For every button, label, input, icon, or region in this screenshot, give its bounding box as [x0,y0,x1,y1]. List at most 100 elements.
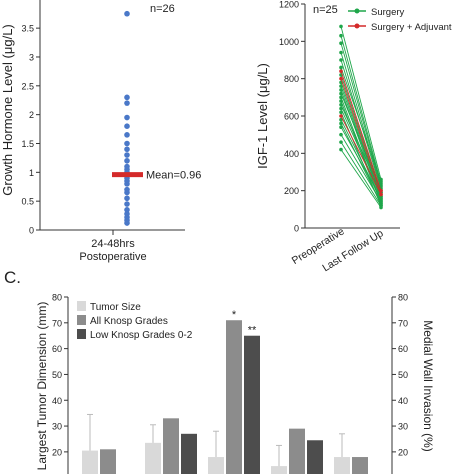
gh-point [124,195,130,202]
panel-c-y-tick-label: 70 [52,318,62,328]
igf1-patient-line [340,78,382,195]
igf1-pre-point [339,58,343,62]
panel-c-bar [226,320,242,474]
igf1-pre-point [339,117,343,122]
panel-b-y-tick-label: 200 [284,186,299,196]
panel-c-y-tick-label: 60 [52,344,62,354]
gh-point [124,123,130,129]
igf1-pre-point [339,69,343,73]
panel-a-y-tick-label: 0 [29,226,34,236]
panel-c-y2-tick-label: 50 [398,370,408,380]
igf1-pre-point [339,24,343,29]
gh-point [124,114,130,121]
gh-point [124,10,130,17]
panel-c-bar [163,418,179,474]
igf1-pre-point [339,125,343,129]
panel-a-n-label: n=26 [150,3,175,15]
panel-c-y2-tick-label: 30 [398,422,408,432]
panel-a-x-label-line2: Postoperative [79,251,146,263]
gh-point [124,146,130,153]
panel-a-y-ticks: 0 0.5 1 1.5 2 2.5 3 3.5 [21,24,40,236]
panel-c-y-tick-label: 40 [52,396,62,406]
igf1-pre-point [339,41,343,45]
igf1-pre-point [339,121,343,126]
panel-c-bar [271,466,287,474]
igf1-pre-point [339,95,343,100]
legend-adjuvant-label: Surgery + Adjuvant [371,22,452,33]
igf1-pre-point [339,91,343,96]
legend-all-knosp-label: All Knosp Grades [90,316,168,327]
legend-tumor-size-label: Tumor Size [90,302,141,313]
gh-point [124,132,130,138]
igf1-post-point [379,196,383,200]
igf1-pre-point [339,106,343,111]
igf1-pre-point [339,110,343,115]
panel-c-significance: * [232,309,237,321]
panel-c-y-label: Largest Tumor Dimension (mm) [35,302,49,471]
panel-c-y-tick-label: 30 [52,422,62,432]
legend-adjuvant-marker [354,23,360,29]
igf1-pre-point [339,33,343,38]
panel-c-y2-label: Medial Wall Invasion (%) [421,320,435,452]
panel-c-bar [208,457,224,474]
panel-b-y-label: IGF-1 Level (μg/L) [255,63,270,169]
panel-c-y-ticks: 20 30 40 50 60 70 80 20 30 40 50 60 70 80 [52,293,408,458]
legend-low-knosp-swatch [77,329,86,339]
panel-c-y-tick-label: 50 [52,370,62,380]
igf1-patient-line [340,104,382,193]
legend-low-knosp-label: Low Knosp Grades 0-2 [90,330,193,341]
panel-c-y-tick-label: 80 [52,293,62,303]
panel-c-bar [145,442,161,474]
panel-c-letter: C. [4,268,21,287]
igf1-patient-line [340,126,382,199]
igf1-patient-line [340,35,382,184]
igf1-patient-line [340,141,382,206]
igf1-patient-line [340,52,382,188]
panel-b-y-tick-label: 600 [284,112,299,122]
gh-point [124,100,130,106]
panel-c-bar [100,449,116,474]
panel-c-bar [334,457,350,474]
panel-a-points [124,10,130,226]
panel-c-y2-tick-label: 60 [398,344,408,354]
igf1-pre-point [339,140,343,144]
panel-growth-hormone: 0 0.5 1 1.5 2 2.5 3 3.5 Mean=0.96 n=26 Growth H… [0,0,201,263]
gh-point [124,152,130,158]
igf1-pre-point [339,76,343,81]
igf1-patient-line [340,71,382,191]
panel-c-bar [307,440,323,474]
panel-b-y-tick-label: 1000 [279,37,299,47]
igf1-pre-point [339,88,343,92]
igf1-patient-line [340,134,382,203]
panel-c-bar [181,433,197,474]
panel-b-legend: Surgery Surgery + Adjuvant [348,7,452,33]
panel-igf1: 0 200 400 600 800 1000 1200 n=25 Surgery Surge… [255,0,452,274]
igf1-patient-line [340,74,382,193]
panel-a-y-label: Growth Hormone Level (μg/L) [0,24,15,196]
igf1-pre-point [339,103,343,107]
panel-a-x-label-line1: 24-48hrs [91,238,135,250]
panel-c-y2-tick-label: 70 [398,318,408,328]
panel-c-bar [82,450,98,474]
igf1-pre-point [339,84,343,88]
panel-c-y2-tick-label: 40 [398,396,408,406]
panel-c-significance: ** [248,325,257,337]
igf1-pre-point [339,147,343,152]
panel-c-bar [352,457,368,474]
panel-b-y-tick-label: 0 [294,224,299,234]
igf1-patient-line [340,67,382,182]
gh-point [124,207,130,213]
panel-c-y2-tick-label: 20 [398,447,408,457]
legend-all-knosp-swatch [77,315,86,325]
igf1-post-point [379,205,383,210]
panel-b-y-tick-label: 800 [284,74,299,84]
igf1-patient-line [340,26,382,180]
legend-tumor-size-swatch [77,301,86,311]
panel-a-y-tick-label: 2 [29,110,34,120]
igf1-pre-point [339,50,343,55]
igf1-post-point [379,192,383,197]
igf1-post-point [379,200,383,204]
igf1-pre-point [339,65,343,70]
